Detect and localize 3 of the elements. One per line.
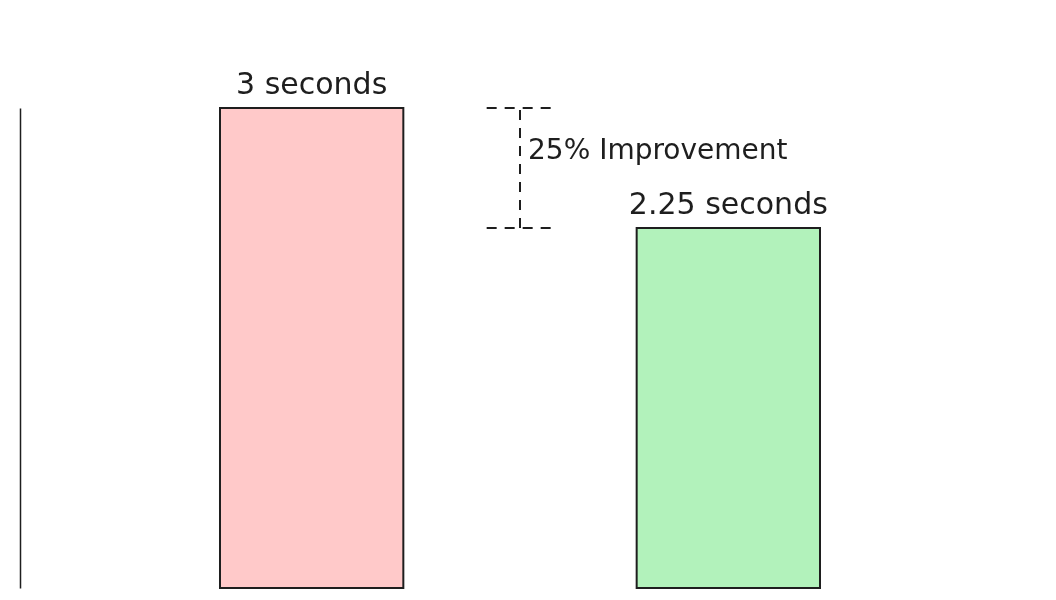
annotation: 25% Improvement bbox=[528, 133, 788, 167]
data-label: 3 seconds bbox=[236, 66, 388, 101]
data-label: 2.25 seconds bbox=[628, 186, 828, 221]
